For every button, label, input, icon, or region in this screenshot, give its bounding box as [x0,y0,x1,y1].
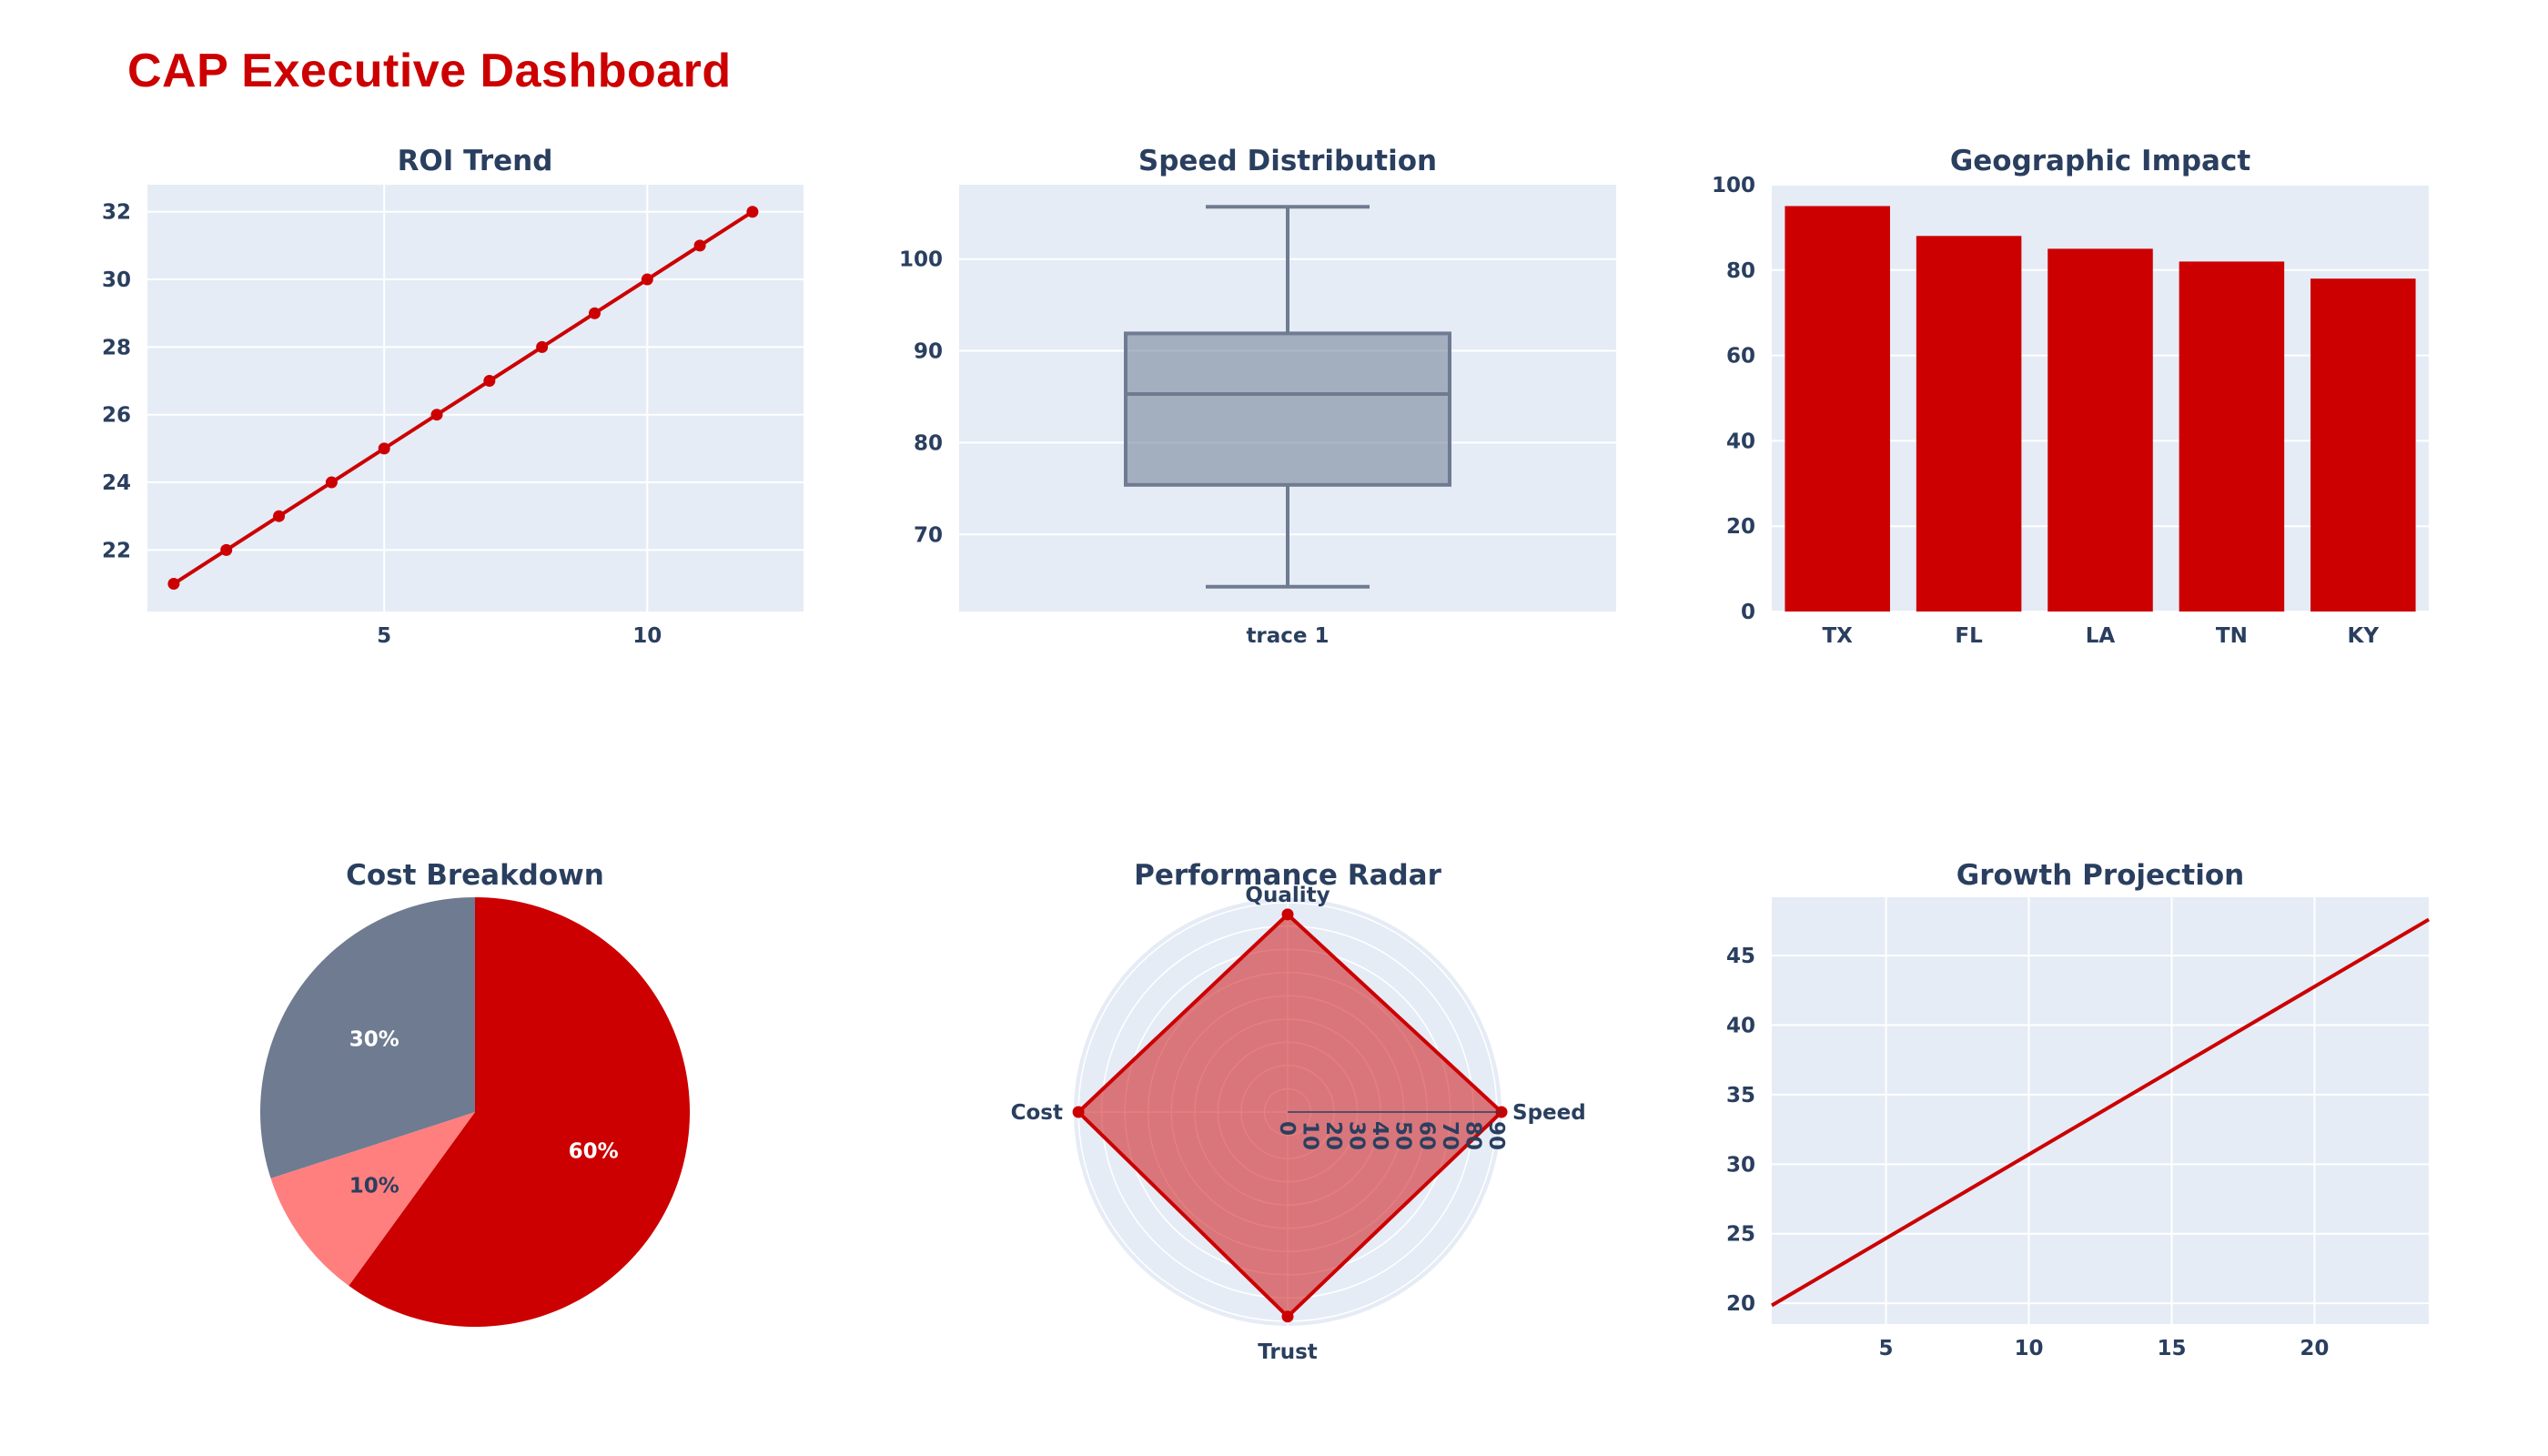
growth-y-tick-label: 25 [1726,1223,1755,1247]
geo-y-tick-label: 80 [1726,259,1755,283]
geo-y-tick-label: 0 [1741,601,1755,624]
radar-radial-tick-label: 0 [1275,1121,1299,1136]
growth-y-tick-label: 30 [1726,1153,1755,1177]
roi-data-point [641,273,653,286]
roi-data-point [746,206,759,218]
roi-series-line [172,210,753,586]
radar-data-point [1281,1310,1294,1323]
geo-y-tick-label: 20 [1726,515,1755,539]
radar-radial-tick-label: 20 [1321,1121,1345,1150]
radar-axis-label-cost: Cost [1011,1101,1063,1125]
roi-data-point [483,375,496,388]
cost-pie-slice [349,897,691,1328]
radar-data-point [1072,1106,1085,1118]
geo-x-tick-label: TX [1822,624,1853,648]
speed-y-tick-label: 70 [914,523,943,547]
roi-data-point [536,340,549,353]
geo-chart-title: Geographic Impact [1950,145,2251,177]
radar-axis-label-speed: Speed [1512,1101,1586,1125]
roi-data-point [588,307,601,319]
roi-y-tick-label: 28 [102,336,131,359]
radar-chart-title: Performance Radar [1134,859,1441,892]
geo-x-tick-label: TN [2216,624,2248,648]
cost-slice-label: 60% [569,1139,619,1163]
roi-data-point [693,239,706,252]
geo-bar-tn [2179,261,2285,612]
roi-chart-title: ROI Trend [398,145,553,177]
geo-y-tick-label: 100 [1712,174,1755,197]
radar-axis-label-trust: Trust [1258,1340,1318,1364]
radar-chart: 0 10 20 30 40 50 60 70 80 90 Quality Speed Trust Cost… [1011,859,1586,1364]
geo-x-tick-label: KY [2348,624,2380,648]
radar-radial-tick-label: 90 [1484,1121,1508,1150]
growth-x-tick-label: 5 [1879,1337,1894,1360]
radar-radial-tick-label: 60 [1414,1121,1438,1150]
growth-y-tick-label: 35 [1726,1084,1755,1107]
dashboard-title: CAP Executive Dashboard [127,45,732,97]
roi-y-tick-label: 32 [102,201,131,225]
growth-chart: 20 25 30 35 40 45 5 10 15 20 Growth Projection [1726,859,2431,1360]
speed-chart-title: Speed Distribution [1138,145,1437,177]
roi-y-tick-label: 22 [102,539,131,562]
growth-chart-title: Growth Projection [1956,859,2245,892]
speed-chart: 70 80 90 100 Speed Distribution trace 1 [899,145,1616,648]
geo-bar-la [2048,248,2153,612]
geo-chart: 0 20 40 60 80 100 Geographic Impact TX FL LA TN KY [1712,145,2429,648]
geo-x-tick-label: LA [2086,624,2116,648]
radar-data-point [1281,908,1294,921]
geo-y-tick-label: 40 [1726,430,1755,453]
growth-x-tick-label: 20 [2300,1337,2329,1360]
cost-slice-label: 30% [349,1028,399,1052]
geo-bar-tx [1785,206,1890,612]
cost-chart: 60% 10% 30% Cost Breakdown [260,859,691,1328]
growth-x-tick-label: 10 [2015,1337,2044,1360]
speed-y-tick-label: 80 [914,431,943,455]
speed-y-tick-label: 100 [899,248,943,272]
cost-pie-slice [260,897,475,1178]
roi-y-tick-label: 30 [102,268,131,292]
roi-chart: 22 24 26 28 30 32 5 10 ROI Trend [102,145,804,648]
roi-data-point [167,578,180,591]
radar-radial-tick-label: 50 [1391,1121,1415,1150]
roi-data-point [273,510,286,522]
growth-y-tick-label: 40 [1726,1015,1755,1038]
cost-pie-slice [270,1112,475,1286]
radar-radial-tick-label: 70 [1438,1121,1461,1150]
radar-axis-label-quality: Quality [1245,884,1330,907]
roi-data-point [378,442,390,455]
cost-chart-title: Cost Breakdown [346,859,604,892]
radar-radial-tick-label: 30 [1345,1121,1369,1150]
speed-y-tick-label: 90 [914,340,943,364]
radar-radial-tick-label: 10 [1299,1121,1322,1150]
roi-y-tick-label: 24 [102,471,131,495]
growth-y-tick-label: 20 [1726,1292,1755,1316]
geo-bar-ky [2310,278,2416,612]
cost-slice-label: 10% [349,1174,399,1198]
roi-x-tick-label: 5 [377,624,391,648]
radar-radial-tick-label: 40 [1368,1121,1391,1150]
roi-data-point [220,543,233,556]
roi-data-point [325,476,338,489]
geo-y-tick-label: 60 [1726,345,1755,369]
growth-y-tick-label: 45 [1726,945,1755,968]
roi-plot-area [147,185,804,612]
growth-x-tick-label: 15 [2157,1337,2186,1360]
speed-x-tick-label: trace 1 [1246,624,1329,648]
roi-x-tick-label: 10 [632,624,662,648]
radar-radial-tick-label: 80 [1461,1121,1484,1150]
speed-box [1124,331,1451,487]
roi-y-tick-label: 26 [102,404,131,428]
geo-x-tick-label: FL [1955,624,1983,648]
geo-bar-fl [1916,236,2022,612]
growth-series-line [1770,917,2431,1308]
roi-data-point [430,409,443,421]
